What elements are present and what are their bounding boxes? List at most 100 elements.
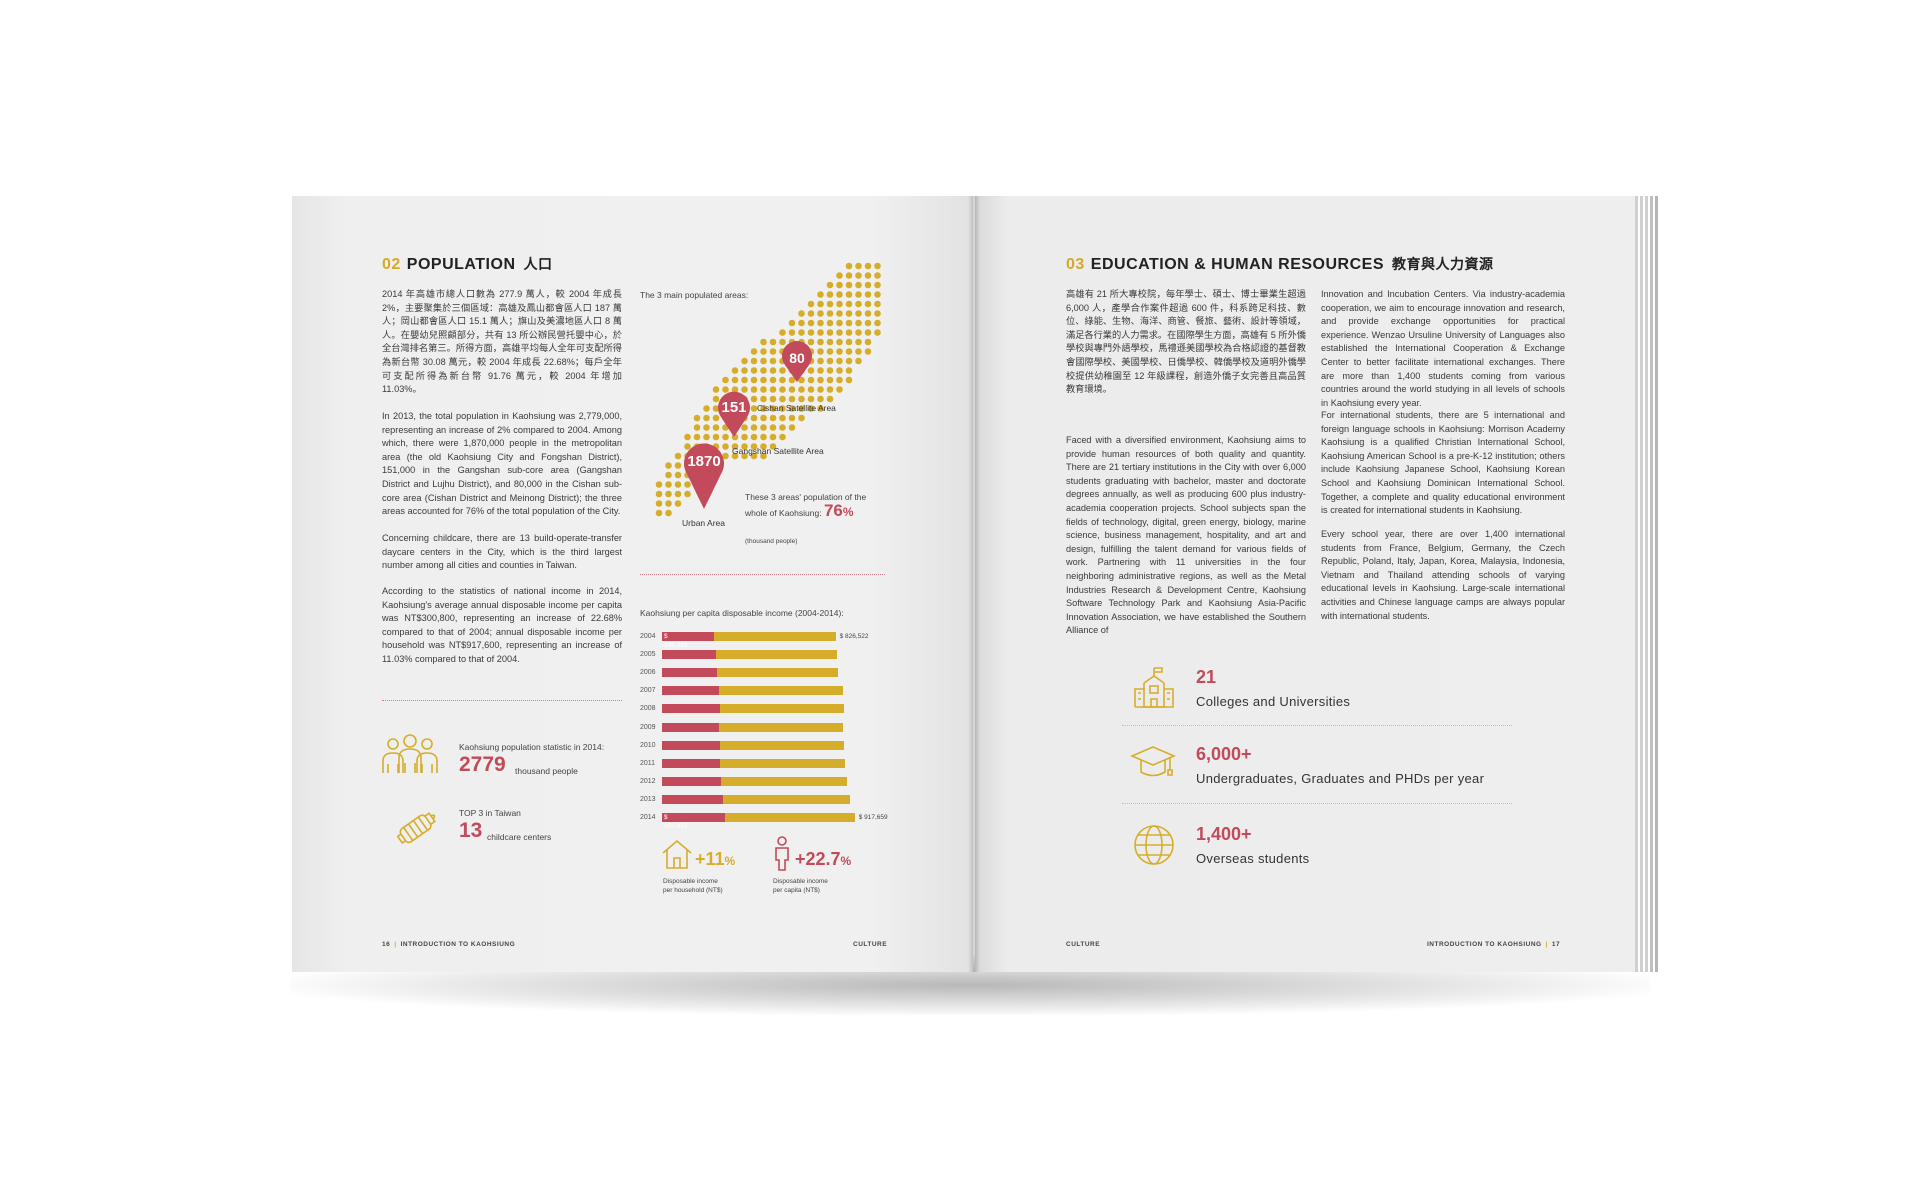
map-dot [779,433,786,441]
map-dot [836,367,843,374]
chart-bar-total [719,686,843,696]
chart-year-label: 2011 [640,759,656,767]
chart-year-label: 2012 [640,777,656,785]
map-dot [864,348,872,355]
map-dot [760,348,767,355]
map-dot [750,348,758,355]
map-dot [750,433,758,441]
chart-bar-total [721,776,847,786]
map-dot [779,405,786,412]
map-dot [731,376,739,384]
growth1-unit: % [724,854,736,868]
map-dot [712,414,720,422]
map-dot [722,452,729,460]
right-footer-section: CULTURE [1066,941,1101,948]
map-dot [769,367,777,374]
map-dot [817,386,824,393]
map-dot [788,386,796,393]
map-dot [855,348,862,355]
chart-year-label: 2009 [640,723,656,731]
divider [640,574,885,575]
map-dot [864,319,872,327]
map-dot [731,452,739,460]
growth1-value: +11 [695,849,725,869]
map-dot [655,509,663,517]
divider [1122,803,1512,804]
map-dot [807,367,815,374]
person-icon [775,836,789,871]
chart-bar-per-capita [662,776,722,786]
chart-bar-total [725,813,855,822]
map-dot [826,395,834,403]
stat1-label: Kaohsiung population statistic in 2014: [459,742,605,752]
map-dot [760,414,767,422]
map-dot [874,300,881,308]
area-label-gangshan: Gangshan Satellite Area [732,446,824,456]
map-dot [769,348,777,355]
map-dot [750,405,758,412]
map-dot [836,329,843,336]
education-para-cn: 高雄有 21 所大專校院，每年學士、碩士、博士畢業生超過 6,000 人，產學合… [1066,289,1306,395]
map-dot [864,329,872,336]
map-dot [750,386,758,393]
pin-gangshan: 151 [716,390,752,438]
map-dot [807,338,815,346]
stat-overseas-value: 1,400+ [1196,824,1252,844]
map-dot [703,433,710,441]
map-dot [788,329,796,336]
map-dot [817,395,824,403]
population-para-cn: 2014 年高雄市總人口數為 277.9 萬人，較 2004 年成長 2%，主要… [382,289,622,395]
map-dot [864,291,872,298]
map-dot [750,452,758,460]
map-dot [836,386,843,393]
map-dot [798,376,805,384]
map-dot [874,281,881,289]
population-para-en-2: Concerning childcare, there are 13 build… [382,533,622,571]
map-dot [845,338,853,346]
map-dot [674,462,682,469]
map-dot [817,357,824,365]
map-dot [826,329,834,336]
growth1-label-2: per household (NT$) [663,887,723,894]
map-dot [741,357,748,365]
map-dot [836,338,843,346]
map-dot [750,395,758,403]
share-text: These 3 areas' population of the whole o… [745,491,885,520]
map-dot [788,424,796,431]
map-dot [674,471,682,479]
map-dot [788,405,796,412]
map-dot [760,376,767,384]
map-dot [845,291,853,298]
map-dot [741,367,748,374]
map-dot [845,367,853,374]
map-dot [807,310,815,317]
growth2-label-1: Disposable income [773,878,828,885]
map-dot [674,490,682,498]
chart-bar-per-capita [662,813,726,822]
map-dot [741,424,748,431]
map-dot [855,281,862,289]
left-footer-section: CULTURE [853,941,888,948]
chart-year-label: 2006 [640,669,656,677]
map-dot [769,338,777,346]
graduation-cap-icon [1130,746,1176,777]
education-para-en-4: Every school year, there are over 1,400 … [1321,529,1565,621]
map-dot [845,272,853,279]
people-group-icon [382,734,438,773]
chart-bar-per-capita [662,740,720,750]
map-dot [693,414,701,422]
map-dot [741,386,748,393]
map-dot [845,348,853,355]
map-dot [826,348,834,355]
left-footer: 16 | INTRODUCTION TO KAOHSIUNG [382,941,516,948]
map-dot [817,291,824,298]
map-dot [665,509,672,517]
map-dot [855,300,862,308]
map-dot [655,481,663,488]
chart-year-label: 2007 [640,687,656,695]
pin-cishan-value: 80 [789,350,805,366]
book-spine [968,196,980,972]
chart-bar-per-capita [662,794,723,804]
map-dot [845,319,853,327]
map-dot [779,395,786,403]
